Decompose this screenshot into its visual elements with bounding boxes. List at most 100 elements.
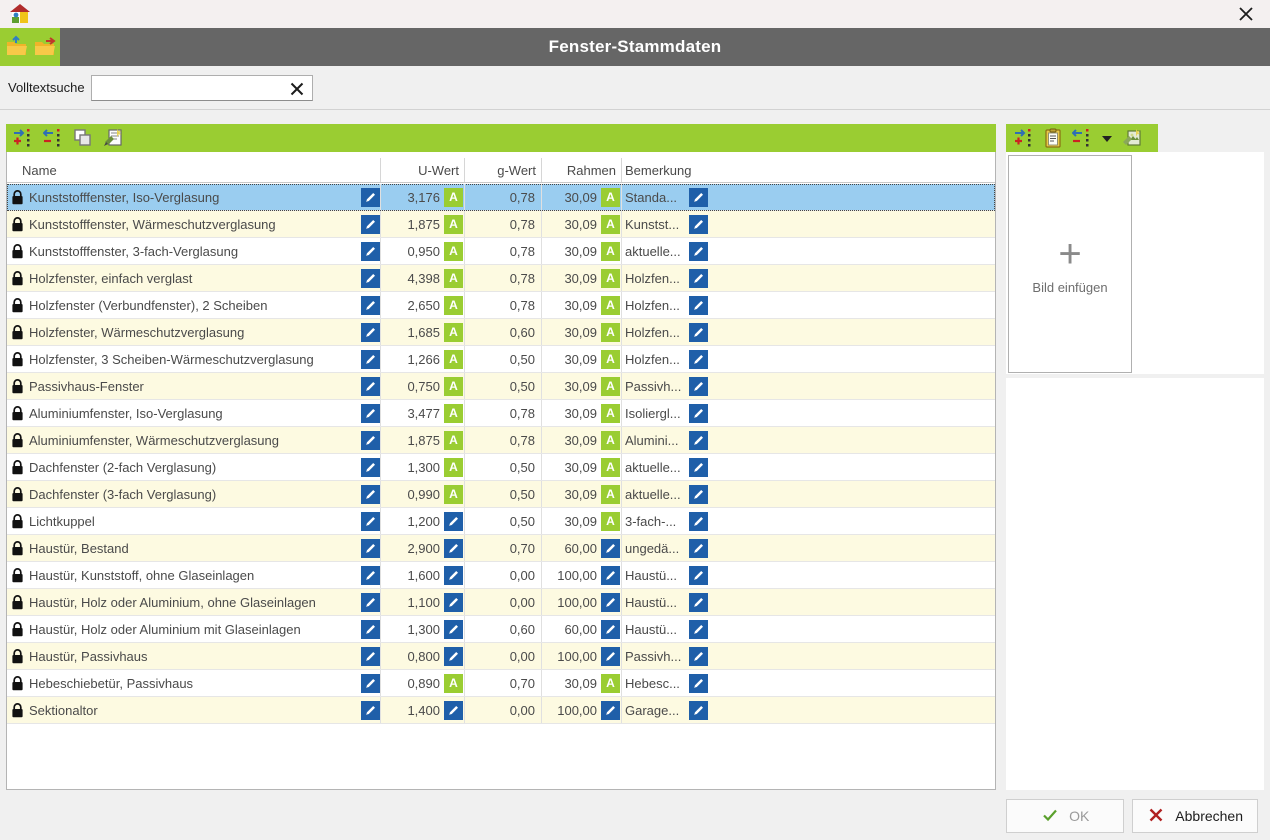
- edit-pencil-icon[interactable]: [361, 376, 380, 396]
- copy-icon[interactable]: [73, 128, 93, 148]
- edit-pencil-icon[interactable]: [361, 511, 380, 531]
- edit-pencil-icon[interactable]: [601, 619, 620, 639]
- table-row[interactable]: Holzfenster, Wärmeschutzverglasung 1,685 A…: [7, 319, 995, 346]
- edit-pencil-icon[interactable]: [689, 538, 708, 558]
- edit-pencil-icon[interactable]: [361, 268, 380, 288]
- table-row[interactable]: Aluminiumfenster, Wärmeschutzverglasung 1…: [7, 427, 995, 454]
- bemerkung-value: aktuelle...: [625, 243, 681, 259]
- edit-pencil-icon[interactable]: [361, 565, 380, 585]
- table-row[interactable]: Haustür, Passivhaus 0,800 0,00 100,00 Passiv…: [7, 643, 995, 670]
- edit-pencil-icon[interactable]: [689, 268, 708, 288]
- edit-pencil-icon[interactable]: [689, 241, 708, 261]
- edit-pencil-icon[interactable]: [689, 484, 708, 504]
- table-row[interactable]: Aluminiumfenster, Iso-Verglasung 3,477 A 0,…: [7, 400, 995, 427]
- export-image-icon[interactable]: [1122, 128, 1142, 148]
- edit-pencil-icon[interactable]: [601, 565, 620, 585]
- table-row[interactable]: Kunststofffenster, Iso-Verglasung 3,176 A 0…: [7, 184, 995, 211]
- cell-bemerkung: Holzfen...: [622, 346, 708, 372]
- clipboard-icon[interactable]: [1043, 128, 1063, 148]
- column-header-rahmen[interactable]: Rahmen: [542, 158, 622, 182]
- table-row[interactable]: Sektionaltor 1,400 0,00 100,00 Garage...: [7, 697, 995, 724]
- import-document-icon[interactable]: [103, 128, 123, 148]
- insert-image-dropzone[interactable]: + Bild einfügen: [1008, 155, 1132, 373]
- table-row[interactable]: Hebeschiebetür, Passivhaus 0,890 A 0,70 30,0…: [7, 670, 995, 697]
- edit-pencil-icon[interactable]: [689, 619, 708, 639]
- edit-pencil-icon[interactable]: [444, 700, 463, 720]
- edit-pencil-icon[interactable]: [361, 214, 380, 234]
- table-row[interactable]: Haustür, Holz oder Aluminium, ohne Glase…: [7, 589, 995, 616]
- clear-x-icon[interactable]: [286, 78, 308, 100]
- edit-pencil-icon[interactable]: [689, 376, 708, 396]
- column-header-uwert[interactable]: U-Wert: [381, 158, 465, 182]
- edit-pencil-icon[interactable]: [689, 673, 708, 693]
- edit-pencil-icon[interactable]: [444, 619, 463, 639]
- edit-pencil-icon[interactable]: [689, 187, 708, 207]
- status-badge-a: A: [601, 457, 620, 477]
- edit-pencil-icon[interactable]: [689, 565, 708, 585]
- edit-pencil-icon[interactable]: [689, 295, 708, 315]
- cancel-button[interactable]: Abbrechen: [1132, 799, 1258, 833]
- table-row[interactable]: Haustür, Bestand 2,900 0,70 60,00 ungedä...: [7, 535, 995, 562]
- table-row[interactable]: Kunststofffenster, 3-fach-Verglasung 0,95…: [7, 238, 995, 265]
- edit-pencil-icon[interactable]: [689, 403, 708, 423]
- ok-button[interactable]: OK: [1006, 799, 1125, 833]
- search-box[interactable]: [90, 74, 313, 101]
- column-header-bemerkung[interactable]: Bemerkung: [625, 162, 692, 178]
- table-row[interactable]: Holzfenster, 3 Scheiben-Wärmeschutzvergl…: [7, 346, 995, 373]
- table-row[interactable]: Dachfenster (2-fach Verglasung) 1,300 A 0,5…: [7, 454, 995, 481]
- chevron-down-icon[interactable]: [1101, 128, 1113, 148]
- edit-pencil-icon[interactable]: [361, 295, 380, 315]
- remove-row-icon[interactable]: [42, 128, 63, 148]
- table-row[interactable]: Holzfenster (Verbundfenster), 2 Scheiben…: [7, 292, 995, 319]
- table-row[interactable]: Passivhaus-Fenster 0,750 A 0,50 30,09 A Passiv…: [7, 373, 995, 400]
- edit-pencil-icon[interactable]: [601, 646, 620, 666]
- add-row-icon[interactable]: [13, 128, 33, 148]
- remove-row-icon[interactable]: [1071, 128, 1092, 148]
- edit-pencil-icon[interactable]: [444, 565, 463, 585]
- edit-pencil-icon[interactable]: [444, 511, 463, 531]
- edit-pencil-icon[interactable]: [601, 538, 620, 558]
- edit-pencil-icon[interactable]: [361, 700, 380, 720]
- edit-pencil-icon[interactable]: [689, 457, 708, 477]
- edit-pencil-icon[interactable]: [689, 646, 708, 666]
- close-icon[interactable]: [1232, 2, 1260, 26]
- edit-pencil-icon[interactable]: [361, 349, 380, 369]
- edit-pencil-icon[interactable]: [689, 430, 708, 450]
- table-row[interactable]: Dachfenster (3-fach Verglasung) 0,990 A 0,5…: [7, 481, 995, 508]
- table-row[interactable]: Lichtkuppel 1,200 0,50 30,09 A 3-fach-...: [7, 508, 995, 535]
- edit-pencil-icon[interactable]: [689, 322, 708, 342]
- edit-pencil-icon[interactable]: [689, 511, 708, 531]
- edit-pencil-icon[interactable]: [444, 646, 463, 666]
- edit-pencil-icon[interactable]: [361, 592, 380, 612]
- edit-pencil-icon[interactable]: [689, 349, 708, 369]
- edit-pencil-icon[interactable]: [361, 484, 380, 504]
- folder-export-icon[interactable]: [33, 35, 57, 59]
- edit-pencil-icon[interactable]: [361, 673, 380, 693]
- edit-pencil-icon[interactable]: [361, 457, 380, 477]
- edit-pencil-icon[interactable]: [601, 700, 620, 720]
- edit-pencil-icon[interactable]: [361, 619, 380, 639]
- edit-pencil-icon[interactable]: [361, 403, 380, 423]
- edit-pencil-icon[interactable]: [689, 700, 708, 720]
- open-folder-icon[interactable]: [5, 35, 29, 59]
- edit-pencil-icon[interactable]: [444, 592, 463, 612]
- table-row[interactable]: Holzfenster, einfach verglast 4,398 A 0,78 3…: [7, 265, 995, 292]
- edit-pencil-icon[interactable]: [689, 592, 708, 612]
- edit-pencil-icon[interactable]: [689, 214, 708, 234]
- edit-pencil-icon[interactable]: [361, 430, 380, 450]
- table-row[interactable]: Haustür, Kunststoff, ohne Glaseinlagen 1,…: [7, 562, 995, 589]
- table-row[interactable]: Haustür, Holz oder Aluminium mit Glasein…: [7, 616, 995, 643]
- table-row[interactable]: Kunststofffenster, Wärmeschutzverglasung…: [7, 211, 995, 238]
- edit-pencil-icon[interactable]: [601, 592, 620, 612]
- column-header-name[interactable]: Name: [7, 158, 381, 182]
- edit-pencil-icon[interactable]: [361, 187, 380, 207]
- edit-pencil-icon[interactable]: [361, 538, 380, 558]
- edit-pencil-icon[interactable]: [444, 538, 463, 558]
- edit-pencil-icon[interactable]: [361, 646, 380, 666]
- edit-pencil-icon[interactable]: [361, 322, 380, 342]
- column-header-gwert[interactable]: g-Wert: [465, 158, 542, 182]
- edit-pencil-icon[interactable]: [361, 241, 380, 261]
- add-row-icon[interactable]: [1014, 128, 1034, 148]
- rahmen-value: 30,09: [564, 486, 597, 502]
- search-input[interactable]: [95, 76, 286, 99]
